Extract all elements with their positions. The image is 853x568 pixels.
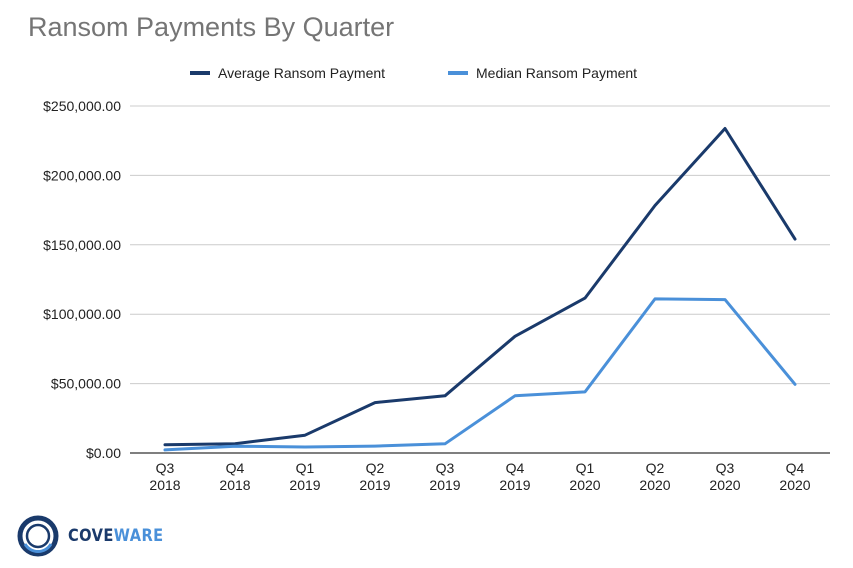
legend-label: Average Ransom Payment [218,65,385,81]
logo-text-part1: COVE [68,526,114,546]
x-tick-label: Q2 2020 [639,460,670,493]
y-axis-tick-labels: $0.00 $50,000.00 $100,000.00 $150,000.00 $20… [43,98,121,461]
x-tick-label: Q4 2019 [499,460,530,493]
coveware-logo: COVEWARE [16,514,179,558]
y-tick-label: $150,000.00 [43,237,121,253]
x-axis-tick-labels: Q3 2018 Q4 2018 Q1 2019 Q2 2019 Q3 2019 Q4 2019 Q1 20… [149,460,810,493]
coveware-wordmark: COVEWARE [68,526,164,546]
chart-title: Ransom Payments By Quarter [28,12,395,42]
coveware-ring-icon [17,515,59,557]
x-tick-label: Q3 2020 [709,460,740,493]
legend-label: Median Ransom Payment [476,65,637,81]
y-tick-label: $250,000.00 [43,98,121,114]
legend: Average Ransom Payment Median Ransom Paym… [190,65,637,81]
series-line-median [163,297,797,452]
x-tick-label: Q3 2018 [149,460,180,493]
y-tick-label: $0.00 [86,445,121,461]
y-tick-label: $200,000.00 [43,167,121,183]
series-line-average [163,127,797,447]
y-tick-label: $100,000.00 [43,306,121,322]
x-tick-label: Q2 2019 [359,460,390,493]
x-tick-label: Q1 2020 [569,460,600,493]
x-tick-label: Q4 2020 [779,460,810,493]
line-chart: $0.00 $50,000.00 $100,000.00 $150,000.00 $20… [43,65,830,493]
grid-lines [130,105,830,454]
logo-text-part2: WARE [113,526,164,546]
x-tick-label: Q3 2019 [429,460,460,493]
y-tick-label: $50,000.00 [51,376,121,392]
x-tick-label: Q1 2019 [289,460,320,493]
series-lines [163,127,797,452]
x-tick-label: Q4 2018 [219,460,250,493]
